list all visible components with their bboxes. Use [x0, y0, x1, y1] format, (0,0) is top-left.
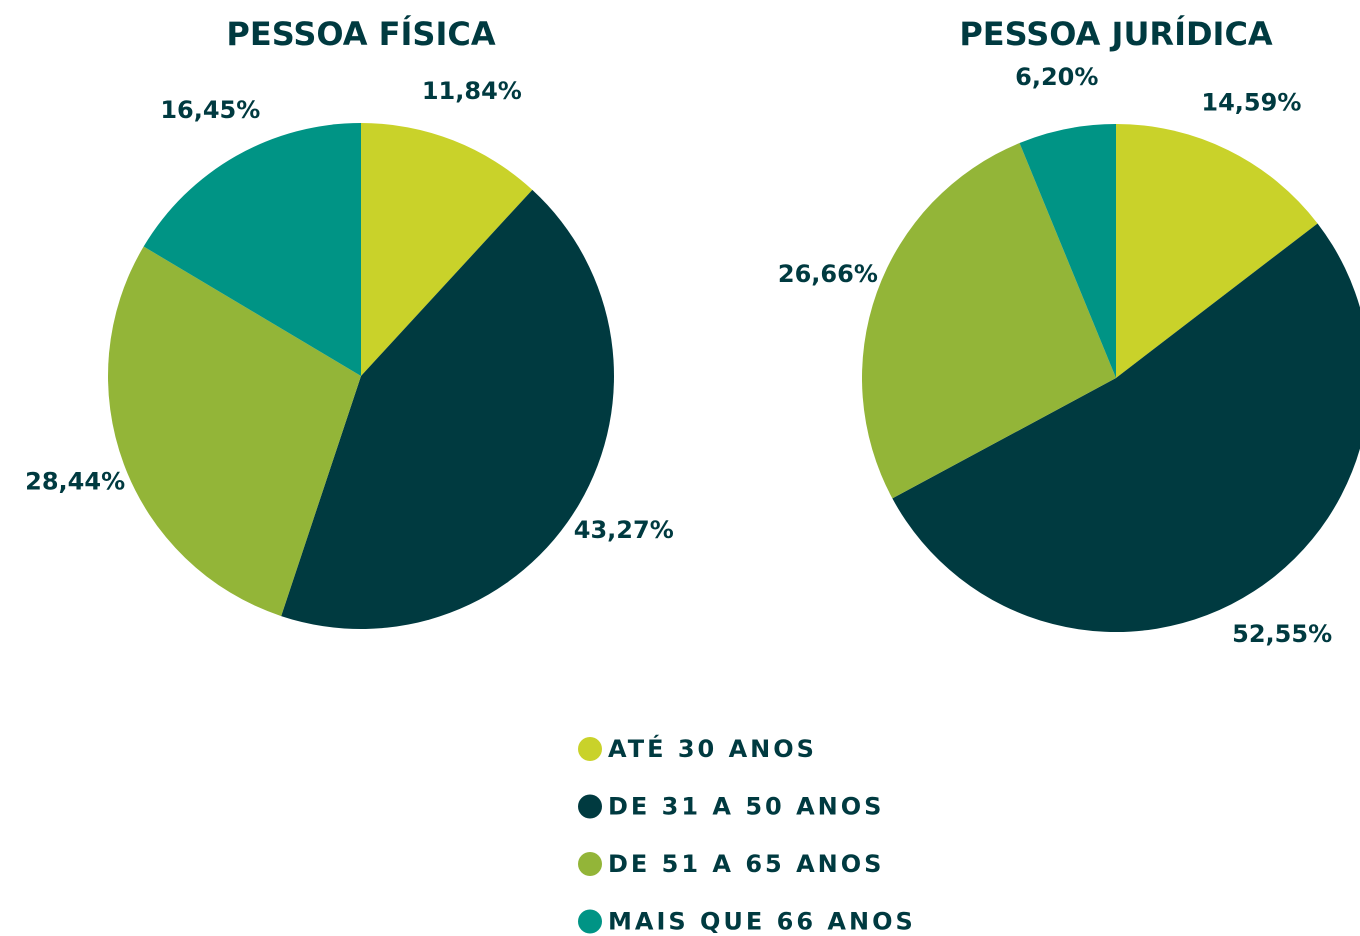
- data-label: 14,59%: [1201, 89, 1301, 117]
- legend-label: MAIS QUE 66 ANOS: [608, 908, 916, 936]
- data-label: 11,84%: [422, 77, 522, 105]
- data-label: 52,55%: [1232, 620, 1332, 648]
- pie-slice: [143, 123, 361, 376]
- pie-slice: [281, 189, 615, 630]
- data-label: 6,20%: [1015, 63, 1098, 91]
- data-label: 43,27%: [574, 516, 674, 544]
- pie-slice: [892, 223, 1360, 632]
- pie-slice: [861, 143, 1116, 499]
- pie-slice: [1116, 124, 1318, 378]
- legend-swatch: [578, 909, 602, 934]
- legend-label: DE 31 A 50 ANOS: [608, 793, 884, 821]
- legend-swatch: [578, 852, 602, 876]
- data-label: 16,45%: [160, 96, 260, 124]
- legend-swatch: [578, 794, 602, 819]
- chart-title: PESSOA JURÍDICA: [959, 15, 1273, 53]
- pie-slice: [361, 123, 533, 376]
- legend-swatch: [578, 737, 602, 761]
- data-label: 28,44%: [25, 467, 125, 495]
- pie-slice: [1019, 124, 1116, 378]
- data-label: 26,66%: [778, 260, 878, 288]
- chart-title: PESSOA FÍSICA: [226, 15, 495, 53]
- legend-label: ATÉ 30 ANOS: [608, 734, 817, 763]
- legend-label: DE 51 A 65 ANOS: [608, 850, 884, 878]
- pie-slice: [107, 246, 361, 617]
